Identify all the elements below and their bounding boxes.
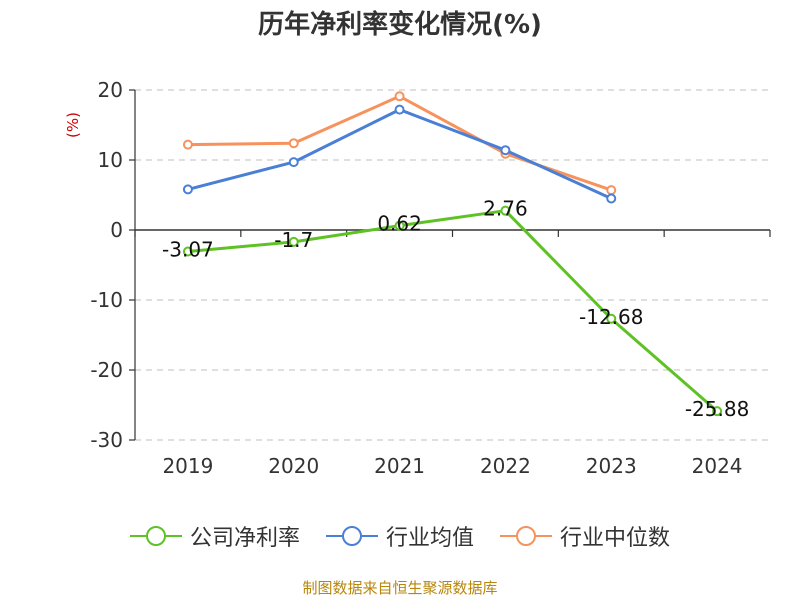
source-note: 制图数据来自恒生聚源数据库: [302, 579, 498, 597]
data-point-company: [288, 236, 299, 247]
legend-swatch-company: [129, 526, 182, 546]
series-line-company: [187, 209, 719, 413]
data-label-company: 2.76: [483, 197, 528, 221]
legend-label-industry-avg: 行业均值: [385, 526, 474, 551]
data-point-industry-avg: [394, 104, 405, 115]
data-label-company: -25.88: [685, 397, 749, 421]
data-point-industry-avg: [288, 157, 299, 168]
x-tick-label: 2020: [268, 454, 319, 478]
legend-item-company[interactable]: 公司净利率: [129, 520, 300, 552]
data-point-industry-median: [288, 138, 299, 149]
data-point-company: [182, 246, 193, 257]
legend-item-industry-avg[interactable]: 行业均值: [325, 520, 474, 552]
x-tick-label: 2019: [162, 454, 213, 478]
legend-swatch-industry-avg: [325, 526, 378, 546]
y-tick-label: 10: [98, 148, 123, 172]
y-axis-label: (%): [64, 112, 82, 138]
x-tick-label: 2021: [374, 454, 425, 478]
y-tick-label: 20: [98, 78, 123, 102]
legend-item-industry-median[interactable]: 行业中位数: [500, 520, 670, 552]
data-label-company: -12.68: [579, 305, 643, 329]
data-point-industry-median: [606, 185, 617, 196]
data-point-industry-avg: [500, 145, 511, 156]
data-point-company: [606, 313, 617, 324]
legend-label-industry-median: 行业中位数: [560, 526, 671, 551]
x-tick-label: 2024: [692, 454, 743, 478]
y-tick-label: -30: [90, 428, 123, 452]
y-tick-label: -10: [90, 288, 123, 312]
data-label-company: -3.07: [162, 237, 214, 261]
x-tick-label: 2022: [480, 454, 531, 478]
legend-label-company: 公司净利率: [189, 526, 300, 551]
legend-swatch-industry-median: [500, 526, 552, 546]
chart-title: 历年净利率变化情况(%): [258, 10, 542, 40]
y-tick-label: -20: [90, 358, 123, 382]
data-label-company: -1.7: [274, 228, 313, 252]
data-point-company: [394, 220, 405, 231]
data-point-industry-avg: [606, 193, 617, 204]
data-label-company: 0.62: [377, 212, 422, 236]
x-tick-label: 2023: [586, 454, 637, 478]
data-point-company: [500, 205, 511, 216]
y-tick-label: 0: [110, 218, 123, 242]
data-point-industry-median: [182, 139, 193, 150]
data-point-industry-avg: [182, 184, 193, 195]
data-point-company: [712, 406, 723, 417]
data-point-industry-median: [394, 91, 405, 102]
chart-legend: 公司净利率 行业均值 行业中位数: [0, 520, 800, 552]
series-line-industry-avg: [187, 108, 612, 200]
